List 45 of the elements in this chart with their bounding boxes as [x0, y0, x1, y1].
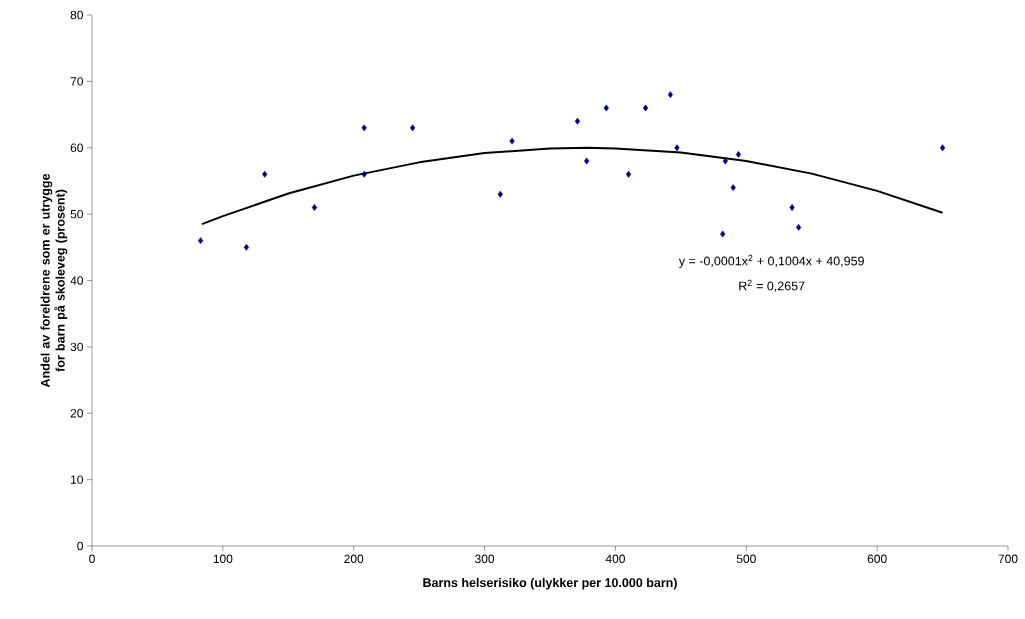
point [410, 124, 416, 132]
point [509, 137, 515, 145]
y-tick-label: 40 [70, 276, 83, 285]
point [735, 150, 742, 158]
point [667, 91, 673, 99]
y-tick-label: 10 [71, 475, 83, 484]
line-series [200, 146, 944, 226]
x-tick-label: 700 [998, 554, 1018, 564]
point [730, 184, 736, 191]
point [796, 224, 802, 231]
point [497, 190, 503, 198]
y-tick-label: 50 [70, 209, 83, 219]
x-tick-label: 600 [867, 554, 887, 564]
point [720, 230, 726, 238]
y-tick-label: 70 [70, 77, 83, 86]
point [311, 204, 318, 211]
x-tick-label: 500 [736, 554, 756, 564]
y-tick-label: 20 [70, 409, 83, 418]
point [243, 243, 250, 251]
point [574, 117, 581, 125]
point [625, 170, 632, 178]
point [361, 170, 367, 178]
y-tick-label: 80 [70, 10, 83, 20]
y-tick-label: 0 [77, 541, 83, 551]
x-tick-label: 200 [344, 554, 364, 564]
x-axis-title: Barns helserisiko (ulykker per 10.000 barn) [423, 577, 677, 590]
y-tick-label: 60 [70, 143, 83, 152]
point [939, 144, 946, 152]
point [584, 157, 590, 165]
y-tick-label: 30 [70, 342, 83, 352]
annotation: y = -0,0001x$^{2}$ + 0,1004x + 40,959 [678, 254, 864, 268]
point [262, 170, 268, 178]
x-tick-label: 0 [89, 554, 95, 564]
point [198, 237, 204, 245]
x-tick-label: 400 [605, 554, 625, 564]
point [603, 104, 609, 112]
point [722, 157, 728, 165]
point [361, 124, 367, 132]
point [642, 104, 649, 112]
annotation: R$^{2}$ = 0,2657 [739, 279, 805, 292]
point [789, 204, 795, 211]
x-tick-label: 100 [213, 554, 233, 564]
x-tick-label: 300 [475, 554, 495, 564]
y-axis-title: Andel av foreldrene som er utrygge for barn på skoleveg (prosent) [40, 173, 68, 388]
point [674, 144, 680, 152]
